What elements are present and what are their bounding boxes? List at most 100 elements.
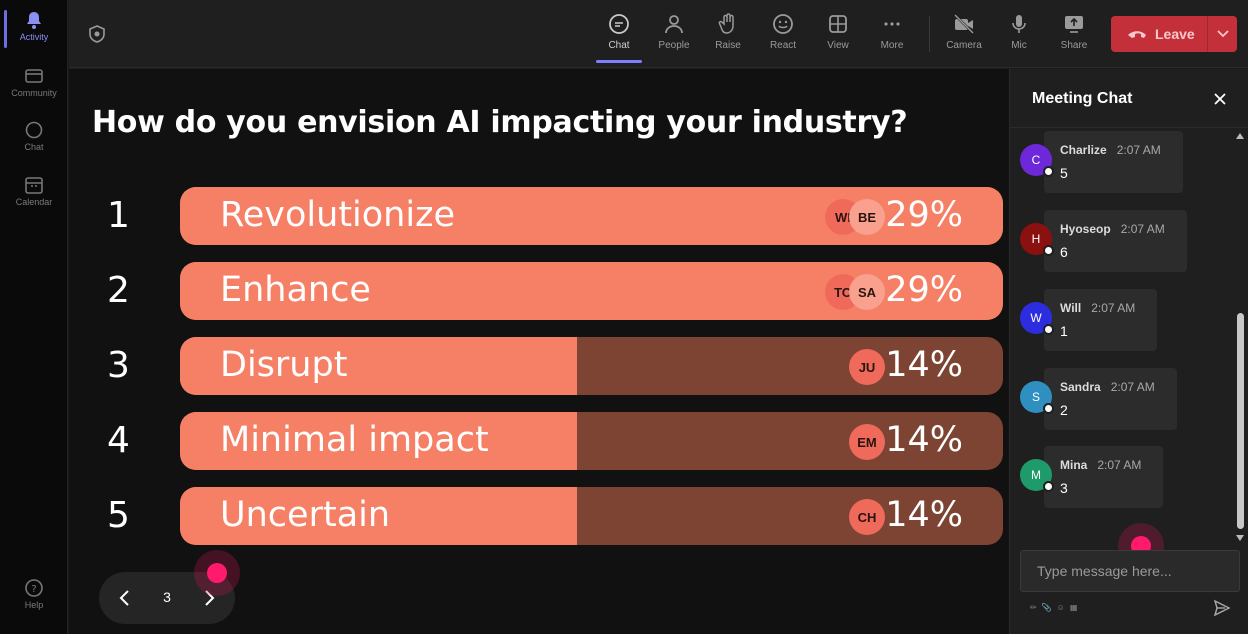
meeting-toolbar: Chat People Raise React View More Camera… [69,0,1248,68]
more-dots-icon [884,22,900,26]
leave-button[interactable]: Leave [1111,16,1237,52]
rail-label: Chat [24,142,44,152]
rail-item-community[interactable]: Community [0,66,68,98]
presence-status-icon [1043,166,1054,177]
view-button[interactable]: View [813,10,863,60]
presence-status-icon [1043,324,1054,335]
option-rank: 5 [107,495,130,536]
chat-bubble-icon [25,121,43,139]
avatar-initial: H [1031,232,1041,246]
chat-scrollbar[interactable] [1234,129,1246,543]
avatar[interactable]: H [1020,223,1054,256]
avatar[interactable]: S [1020,381,1054,414]
toolbar-divider [929,16,930,52]
people-button[interactable]: People [649,10,699,60]
avatar[interactable]: M [1020,459,1054,492]
message-text: 3 [1060,480,1068,496]
presence-status-icon [1043,245,1054,256]
option-percent: 29% [885,270,963,310]
camera-button[interactable]: Camera [939,10,989,60]
rail-label: Help [24,600,44,610]
camera-off-icon [954,14,974,34]
avatar-initial: S [1031,390,1040,404]
voter-avatars: CH [849,499,885,535]
shield-icon[interactable] [87,24,107,44]
rail-item-calendar[interactable]: Calendar [0,175,68,207]
chevron-left-icon[interactable] [115,588,135,608]
chat-label: Chat [608,40,630,51]
rail-item-activity[interactable]: Activity [0,10,68,48]
message-input[interactable]: Type message here... [1020,550,1240,592]
mic-button[interactable]: Mic [994,10,1044,60]
poll-stage: How do you envision AI impacting your in… [69,69,1009,634]
smiley-icon [773,14,793,34]
avatar[interactable]: W [1020,302,1054,335]
message-author: Charlize [1060,143,1107,157]
option-rank: 1 [107,195,130,236]
option-percent: 14% [885,420,963,460]
poll-option-row: 2 Enhance TO SA 29% [69,262,1009,320]
raise-hand-button[interactable]: Raise [703,10,753,60]
rail-item-help[interactable]: ? Help [0,578,68,610]
option-rank: 3 [107,345,130,386]
close-icon[interactable] [1212,91,1228,107]
message-text: 2 [1060,402,1068,418]
people-icon [665,15,683,34]
message-bubble: Sandra 2:07 AM 2 [1044,368,1177,430]
result-bar-fill [180,487,578,545]
message-bubble: Hyoseop 2:07 AM 6 [1044,210,1187,272]
format-icon[interactable]: ✏ [1030,603,1037,612]
gif-icon[interactable]: ▦ [1069,603,1078,612]
presence-status-icon [1043,481,1054,492]
voter-avatar: EM [849,424,885,460]
message-author: Mina [1060,458,1088,472]
option-label: Minimal impact [220,420,489,460]
option-rank: 4 [107,420,130,461]
message-text: 5 [1060,165,1068,181]
people-label: People [658,40,690,51]
share-button[interactable]: Share [1049,10,1099,60]
scroll-down-arrow-icon[interactable] [1236,535,1244,541]
scroll-thumb[interactable] [1237,313,1244,529]
message-text: 1 [1060,323,1068,339]
message-bubble: Mina 2:07 AM 3 [1044,446,1163,508]
leave-main[interactable]: Leave [1111,26,1207,42]
scroll-up-arrow-icon[interactable] [1236,133,1244,139]
poll-option-row: 4 Minimal impact EM 14% [69,412,1009,470]
message-author: Will [1060,301,1082,315]
poll-option-row: 1 Revolutionize WI BE 29% [69,187,1009,245]
option-label: Uncertain [220,495,391,535]
leave-divider [1207,16,1208,52]
share-screen-icon [1065,16,1083,33]
rail-label: Community [11,88,57,98]
compose-tools: ✏ 📎 ☺ ▦ [1030,603,1077,612]
attach-icon[interactable]: 📎 [1041,603,1052,612]
voter-avatars: EM [849,424,885,460]
leave-options-button[interactable] [1208,25,1237,43]
chat-button[interactable]: Chat [594,10,644,63]
message-bubble: Will 2:07 AM 1 [1044,289,1157,351]
option-label: Enhance [220,270,371,310]
result-bar: Enhance TO SA 29% [180,262,1003,320]
message-input-placeholder: Type message here... [1037,563,1172,579]
message-author: Sandra [1060,380,1101,394]
raise-label: Raise [715,40,741,51]
avatar-initial: C [1031,153,1041,167]
send-icon[interactable] [1213,599,1231,617]
calendar-icon [25,177,43,194]
voter-avatars: WI BE [825,199,885,235]
avatar[interactable]: C [1020,144,1054,177]
option-percent: 14% [885,495,963,535]
react-button[interactable]: React [758,10,808,60]
chevron-right-icon[interactable] [199,588,219,608]
voter-avatars: TO SA [825,274,885,310]
message-time: 2:07 AM [1120,222,1165,236]
poll-option-row: 3 Disrupt JU 14% [69,337,1009,395]
result-bar: Minimal impact EM 14% [180,412,1003,470]
more-button[interactable]: More [867,10,917,60]
emoji-icon[interactable]: ☺ [1056,603,1065,612]
pointer-indicator [194,550,240,596]
raise-hand-icon [718,13,734,34]
rail-item-chat[interactable]: Chat [0,120,68,152]
hang-up-icon [1128,31,1146,38]
